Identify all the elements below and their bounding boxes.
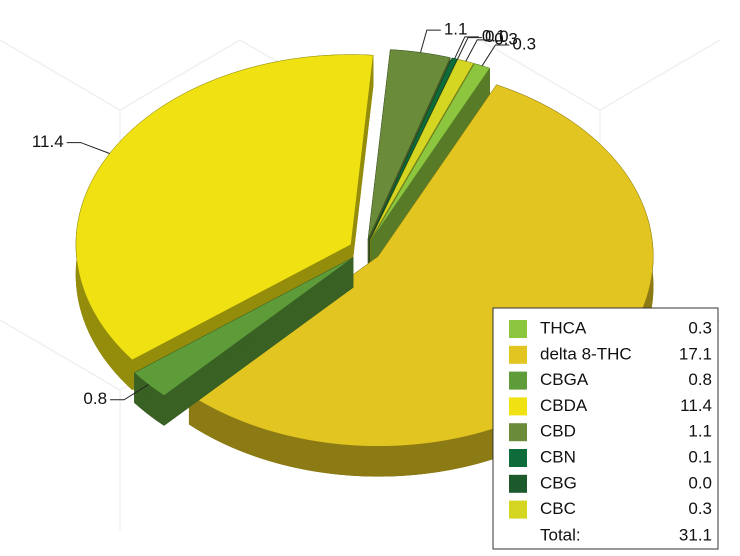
legend-value: 0.3 bbox=[688, 499, 712, 518]
data-label: 11.4 bbox=[32, 132, 64, 151]
legend-swatch bbox=[509, 397, 527, 416]
total-label: Total: bbox=[540, 525, 581, 544]
legend-label: CBD bbox=[540, 422, 576, 441]
legend-swatch bbox=[509, 371, 527, 390]
slice bbox=[370, 59, 474, 240]
legend-swatch bbox=[509, 423, 527, 442]
legend-label: CBGA bbox=[540, 370, 589, 389]
legend-value: 0.3 bbox=[688, 318, 712, 337]
legend-label: CBC bbox=[540, 499, 576, 518]
data-label: 1.1 bbox=[444, 20, 468, 39]
slice bbox=[371, 63, 491, 240]
leader-line bbox=[481, 44, 510, 67]
leader-line bbox=[457, 37, 482, 60]
data-label: 0.8 bbox=[83, 389, 107, 408]
leader-line bbox=[454, 36, 479, 59]
legend-label: THCA bbox=[540, 318, 587, 337]
leader-line bbox=[110, 384, 149, 401]
legend-swatch bbox=[509, 474, 527, 493]
legend-swatch bbox=[509, 449, 527, 467]
legend-value: 0.8 bbox=[688, 370, 712, 389]
legend: THCA 0.3 delta 8-THC 17.1 CBGA 0.8 CBDA 11.4 CBD… bbox=[492, 307, 719, 550]
legend-swatch bbox=[509, 320, 527, 338]
legend-value: 0.0 bbox=[688, 473, 712, 492]
slice bbox=[367, 49, 451, 240]
legend-swatch bbox=[509, 500, 527, 519]
legend-value: 0.1 bbox=[688, 447, 712, 466]
legend-label: CBN bbox=[540, 447, 576, 466]
legend-box bbox=[492, 307, 719, 550]
slice bbox=[133, 257, 354, 396]
leader-line bbox=[420, 29, 441, 53]
total-value: 31.1 bbox=[679, 525, 712, 544]
slice bbox=[369, 59, 458, 240]
data-label: 0.0 bbox=[485, 27, 509, 46]
slice bbox=[75, 54, 374, 361]
leader-line bbox=[465, 39, 492, 62]
legend-value: 1.1 bbox=[688, 422, 712, 441]
leader-line bbox=[66, 142, 110, 154]
legend-swatch bbox=[509, 345, 527, 364]
legend-value: 11.4 bbox=[680, 396, 712, 415]
data-label: 0.3 bbox=[512, 34, 536, 53]
legend-label: CBG bbox=[540, 473, 577, 492]
legend-label: CBDA bbox=[540, 396, 588, 415]
legend-label: delta 8-THC bbox=[540, 344, 632, 363]
data-label: 0.1 bbox=[482, 26, 506, 45]
data-label: 0.3 bbox=[494, 29, 518, 48]
legend-value: 17.1 bbox=[679, 344, 712, 363]
